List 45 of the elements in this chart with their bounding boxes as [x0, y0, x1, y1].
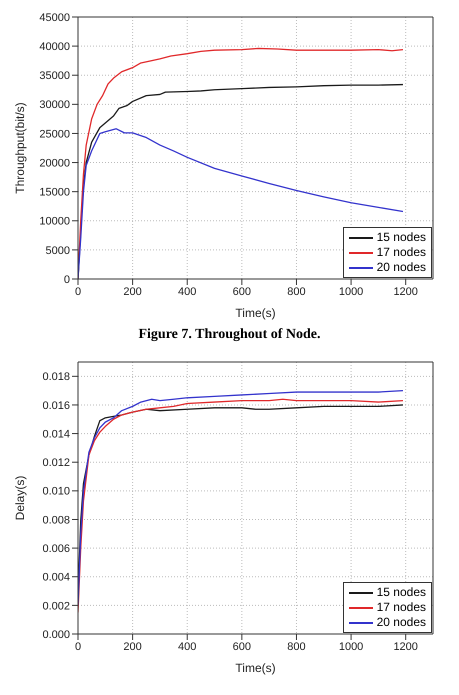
x-tick-label: 400	[178, 640, 196, 653]
y-tick-label: 0.016	[42, 400, 70, 412]
x-tick-label: 1000	[338, 286, 364, 298]
y-tick-label: 15000	[39, 186, 70, 199]
y-tick-label: 5000	[46, 244, 70, 257]
x-tick-label: 600	[232, 286, 252, 298]
x-tick-label: 400	[178, 286, 196, 298]
x-axis-title: Time(s)	[235, 306, 276, 320]
y-tick-label: 10000	[39, 216, 70, 228]
legend-label: 17 nodes	[376, 245, 426, 260]
x-tick-label: 200	[123, 286, 142, 298]
y-tick-label: 0.004	[42, 572, 70, 584]
y-tick-label: 0.014	[42, 428, 70, 440]
x-tick-label: 1200	[393, 640, 418, 653]
y-tick-label: 40000	[39, 41, 70, 54]
legend-label: 15 nodes	[376, 230, 426, 245]
y-tick-label: 0.012	[42, 457, 70, 470]
x-tick-label: 1200	[393, 286, 418, 298]
y-tick-label: 0.006	[42, 543, 70, 556]
y-tick-label: 0	[64, 274, 70, 286]
legend-label: 15 nodes	[376, 585, 426, 600]
y-tick-label: 35000	[39, 70, 70, 82]
y-tick-label: 25000	[39, 128, 70, 140]
legend-label: 17 nodes	[376, 600, 426, 615]
y-tick-label: 0.010	[42, 486, 70, 498]
x-tick-label: 1000	[338, 640, 364, 653]
y-axis-title: Delay(s)	[13, 476, 27, 520]
y-tick-label: 0.008	[42, 514, 70, 526]
y-tick-label: 20000	[39, 157, 70, 170]
x-tick-label: 600	[232, 640, 252, 653]
y-tick-label: 0.018	[42, 371, 70, 384]
x-tick-label: 800	[287, 286, 306, 298]
y-axis-title: Throughput(bit/s)	[13, 102, 27, 194]
x-tick-label: 0	[74, 286, 82, 298]
y-tick-label: 0.000	[42, 628, 70, 641]
legend-label: 20 nodes	[376, 260, 426, 275]
y-tick-label: 45000	[39, 12, 70, 24]
y-tick-label: 0.002	[42, 600, 70, 612]
x-tick-label: 0	[74, 640, 82, 653]
x-axis-title: Time(s)	[235, 661, 276, 675]
x-tick-label: 200	[123, 640, 142, 653]
x-tick-label: 800	[287, 640, 306, 653]
caption: Figure 7. Throughout of Node.	[137, 327, 322, 343]
y-tick-label: 30000	[39, 99, 70, 112]
legend-label: 20 nodes	[376, 615, 426, 630]
